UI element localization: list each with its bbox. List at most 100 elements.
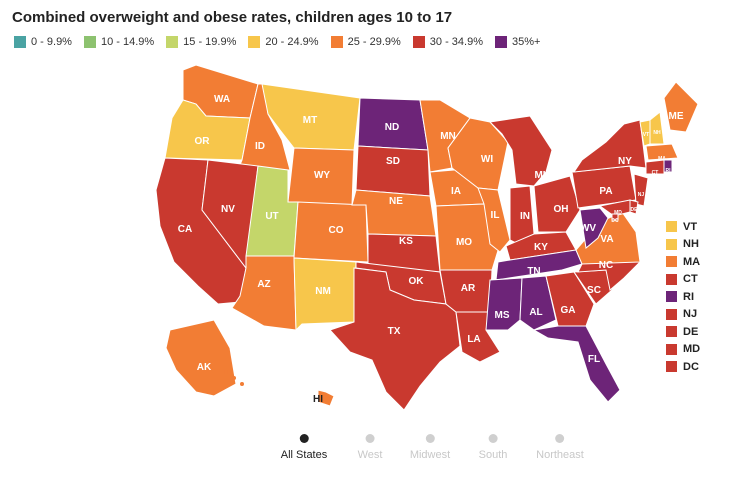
northeast-swatch [666, 326, 677, 338]
legend-label: 35%+ [511, 36, 541, 48]
color-legend: 0 - 9.9% 10 - 14.9% 15 - 19.9% 20 - 24.9% 25… [14, 36, 540, 48]
northeast-label: NJ [683, 308, 698, 321]
state-sd[interactable] [355, 145, 431, 197]
legend-label: 20 - 24.9% [265, 36, 319, 48]
state-dc[interactable] [611, 213, 619, 221]
northeast-swatch [666, 221, 677, 233]
tab-label: West [357, 449, 383, 461]
northeast-label: RI [683, 290, 694, 303]
northeast-list-item[interactable]: DC [666, 358, 700, 376]
state-label-ca: CA [178, 224, 192, 235]
legend-item: 25 - 29.9% [330, 36, 401, 48]
state-id[interactable] [237, 83, 291, 171]
state-label-az: AZ [257, 279, 270, 290]
state-label-nv: NV [221, 204, 235, 215]
tab-northeast[interactable]: Northeast [536, 434, 584, 461]
state-tx[interactable] [329, 267, 461, 411]
state-label-hi: HI [313, 394, 323, 405]
legend-label: 0 - 9.9% [31, 36, 72, 48]
tab-label: South [478, 449, 508, 461]
tab-dot [299, 434, 309, 443]
state-label-ky: KY [534, 242, 548, 253]
state-label-nh: NH [653, 130, 661, 136]
northeast-list-item[interactable]: CT [666, 271, 700, 289]
northeast-swatch [666, 273, 677, 285]
northeast-label: CT [683, 273, 698, 286]
state-nj[interactable] [633, 173, 649, 207]
state-label-ok: OK [409, 276, 425, 287]
state-label-wi: WI [481, 154, 493, 165]
state-hi[interactable] [317, 389, 335, 407]
northeast-list-item[interactable]: DE [666, 323, 700, 341]
northeast-swatch [666, 291, 677, 303]
state-ma[interactable] [645, 143, 679, 161]
state-ak[interactable] [165, 319, 237, 397]
northeast-label: DE [683, 325, 699, 338]
state-label-al: AL [529, 307, 542, 318]
state-fl[interactable] [532, 325, 621, 403]
tab-all-states[interactable]: All States [281, 434, 327, 461]
tab-label: Midwest [409, 449, 451, 461]
state-label-ri: RI [666, 168, 672, 174]
tab-midwest[interactable]: Midwest [410, 434, 450, 461]
state-label-va: VA [600, 234, 613, 245]
state-label-ma: MA [658, 156, 666, 162]
northeast-list-item[interactable]: NJ [666, 306, 700, 324]
state-nm[interactable] [293, 257, 357, 332]
state-mo[interactable] [435, 203, 501, 271]
state-al[interactable] [519, 275, 557, 331]
state-label-mt: MT [303, 115, 317, 126]
state-wv[interactable] [579, 207, 609, 249]
state-label-pa: PA [599, 186, 612, 197]
state-label-co: CO [329, 225, 344, 236]
tab-dot [425, 434, 435, 443]
legend-swatch [14, 36, 26, 48]
northeast-list-item[interactable]: MD [666, 341, 700, 359]
northeast-list-item[interactable]: RI [666, 288, 700, 306]
legend-label: 15 - 19.9% [183, 36, 237, 48]
tab-dot [365, 434, 375, 443]
state-label-sd: SD [386, 156, 400, 167]
legend-item: 15 - 19.9% [166, 36, 236, 48]
state-ga[interactable] [545, 271, 595, 327]
us-choropleth-map: WA OR CA ID NV MT WY UT AZ CO NM ND SD NE KS OK TX MN IA MO… [155, 64, 699, 411]
state-label-mn: MN [440, 131, 456, 142]
northeast-list-item[interactable]: VT [666, 218, 700, 236]
tab-south[interactable]: South [478, 434, 508, 461]
state-me[interactable] [663, 81, 699, 133]
state-md[interactable] [598, 199, 631, 217]
state-nh[interactable] [649, 111, 665, 145]
state-label-ms: MS [495, 310, 510, 321]
northeast-swatch [666, 343, 677, 355]
legend-swatch [494, 36, 507, 48]
legend-swatch [330, 36, 343, 48]
state-label-or: OR [195, 136, 211, 147]
state-label-mo: MO [456, 237, 472, 248]
state-ms[interactable] [485, 277, 523, 331]
legend-swatch [83, 36, 96, 48]
state-label-fl: FL [588, 354, 600, 365]
northeast-label: DC [683, 360, 699, 373]
state-oh[interactable] [533, 175, 581, 233]
state-label-oh: OH [554, 204, 569, 215]
state-ri[interactable] [663, 159, 673, 173]
state-ct[interactable] [645, 159, 665, 175]
northeast-label: MA [683, 255, 701, 268]
northeast-list-item[interactable]: MA [666, 253, 700, 271]
state-label-nj: NJ [638, 192, 645, 198]
state-label-dc: DC [611, 218, 619, 224]
northeast-label: VT [683, 220, 698, 233]
tab-label: All States [280, 449, 328, 461]
state-ny[interactable] [572, 119, 647, 173]
state-label-me: ME [669, 111, 684, 122]
state-label-ut: UT [265, 211, 278, 222]
state-label-la: LA [467, 334, 480, 345]
legend-swatch [166, 36, 179, 48]
state-label-ny: NY [618, 156, 632, 167]
state-il[interactable] [477, 187, 511, 253]
northeast-list-item[interactable]: NH [666, 236, 700, 254]
state-ky[interactable] [505, 231, 577, 261]
tab-west[interactable]: West [357, 434, 383, 461]
state-label-ks: KS [399, 236, 413, 247]
tab-dot [488, 434, 498, 443]
